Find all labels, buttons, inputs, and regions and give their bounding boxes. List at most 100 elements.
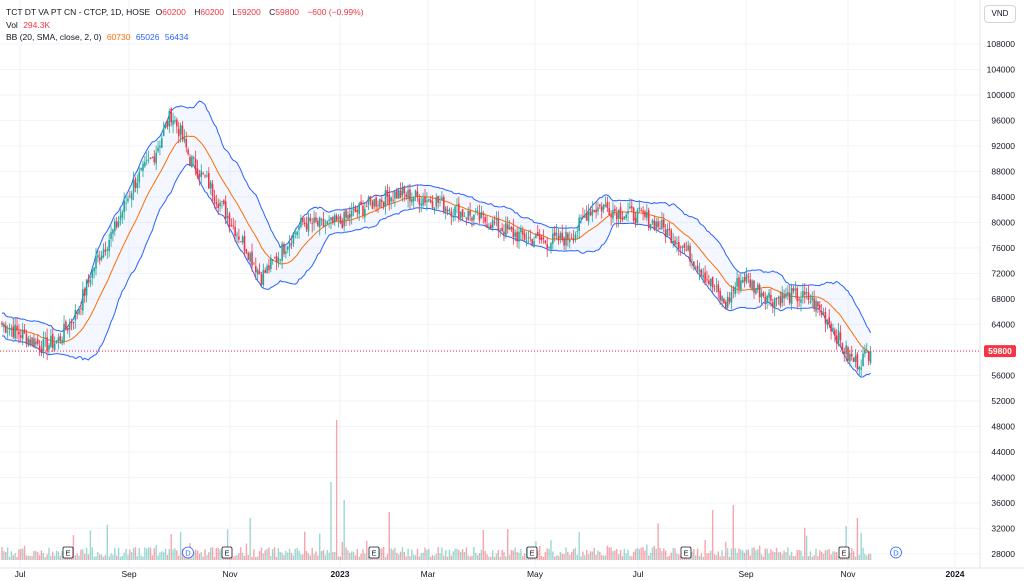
candle xyxy=(809,294,812,305)
candle xyxy=(315,212,317,224)
currency-button[interactable]: VND xyxy=(984,5,1016,23)
candle xyxy=(785,287,787,299)
candle xyxy=(50,328,52,349)
earnings-event-marker[interactable]: E xyxy=(62,546,74,559)
candle xyxy=(183,129,186,144)
candle xyxy=(512,218,515,245)
dividend-event-marker[interactable]: D xyxy=(890,546,902,559)
candle xyxy=(508,219,511,231)
volume-bar xyxy=(332,552,334,560)
volume-bar xyxy=(642,547,644,560)
volume-bar xyxy=(5,552,7,560)
candle xyxy=(102,243,105,259)
volume-bar xyxy=(617,554,620,560)
volume-bar xyxy=(597,550,599,560)
volume-label[interactable]: Vol xyxy=(6,20,18,30)
svg-text:D: D xyxy=(893,549,899,558)
earnings-event-marker[interactable]: E xyxy=(368,546,380,559)
candle xyxy=(446,205,449,216)
volume-bar xyxy=(441,547,443,560)
candle xyxy=(830,321,832,340)
volume-bar xyxy=(478,553,481,560)
earnings-event-marker[interactable]: E xyxy=(526,546,538,559)
volume-bar xyxy=(644,550,646,560)
candle xyxy=(80,301,82,316)
volume-bar xyxy=(743,552,746,560)
volume-bar xyxy=(343,500,345,560)
volume-bar xyxy=(243,555,246,560)
candle xyxy=(728,292,731,305)
volume-bar xyxy=(563,554,565,560)
candle xyxy=(194,150,197,176)
candle xyxy=(627,202,629,222)
volume-bar xyxy=(266,548,268,560)
volume-bar xyxy=(12,555,14,560)
candle xyxy=(134,176,137,193)
volume-bar xyxy=(172,549,174,560)
price-axis-label: 96000 xyxy=(991,115,1015,125)
volume-bar xyxy=(23,545,26,560)
volume-bar xyxy=(467,555,469,560)
volume-bar xyxy=(802,556,804,560)
volume-bar xyxy=(226,529,229,560)
volume-bar xyxy=(693,549,695,560)
volume-bar xyxy=(33,550,35,560)
candle xyxy=(787,285,789,300)
earnings-event-marker[interactable]: E xyxy=(680,546,692,559)
volume-bar xyxy=(851,548,853,560)
volume-bar xyxy=(819,550,821,560)
volume-bar xyxy=(612,550,614,560)
volume-bar xyxy=(559,551,562,560)
volume-bar xyxy=(236,555,238,560)
earnings-event-marker[interactable]: E xyxy=(838,546,850,559)
volume-bar xyxy=(708,552,710,560)
high-value: 60200 xyxy=(200,7,225,17)
svg-text:E: E xyxy=(65,549,70,558)
candle xyxy=(678,235,680,256)
symbol-title[interactable]: TCT DT VA PT CN - CTCP, 1D, HOSE xyxy=(6,7,151,17)
volume-bar xyxy=(8,556,11,560)
volume-bar xyxy=(102,556,105,560)
earnings-event-marker[interactable]: E xyxy=(221,546,233,559)
bb-indicator-label[interactable]: BB (20, SMA, close, 2, 0) xyxy=(6,32,102,42)
candle xyxy=(426,192,428,211)
dividend-event-marker[interactable]: D xyxy=(182,546,194,559)
price-axis[interactable]: 108000 104000 100000 96000 92000 88000 84000 80… xyxy=(987,39,1016,559)
candle xyxy=(87,274,90,288)
candle xyxy=(159,140,161,156)
volume-bar xyxy=(352,551,355,560)
volume-bar xyxy=(27,555,30,560)
volume-bar xyxy=(55,550,58,560)
volume-bar xyxy=(14,553,16,560)
volume-bar xyxy=(781,554,783,560)
volume-bar xyxy=(770,549,772,560)
volume-bar xyxy=(651,547,654,560)
volume-bar xyxy=(418,556,421,560)
volume-bar xyxy=(59,555,61,560)
volume-bar xyxy=(760,554,763,560)
volume-bar xyxy=(127,554,129,560)
candle xyxy=(553,225,556,242)
candle xyxy=(91,268,94,286)
volume-bar xyxy=(446,556,449,560)
volume-bar xyxy=(401,547,404,560)
volume-bar xyxy=(777,552,780,560)
volume-bar xyxy=(57,551,60,560)
candle xyxy=(305,216,308,233)
volume-bar xyxy=(200,552,202,560)
volume-bar xyxy=(548,548,550,560)
candle xyxy=(486,215,488,229)
candle xyxy=(279,258,282,264)
candle xyxy=(245,248,248,255)
volume-bar xyxy=(347,550,349,560)
candle xyxy=(377,200,379,213)
candle xyxy=(232,217,235,230)
time-axis[interactable]: Jul Sep Nov 2023 Mar May Jul Sep Nov 2024 xyxy=(15,569,965,579)
candle xyxy=(649,223,652,231)
volume-bar xyxy=(867,553,870,560)
volume-bar xyxy=(772,551,774,560)
candle xyxy=(595,202,597,219)
candle xyxy=(283,241,285,257)
